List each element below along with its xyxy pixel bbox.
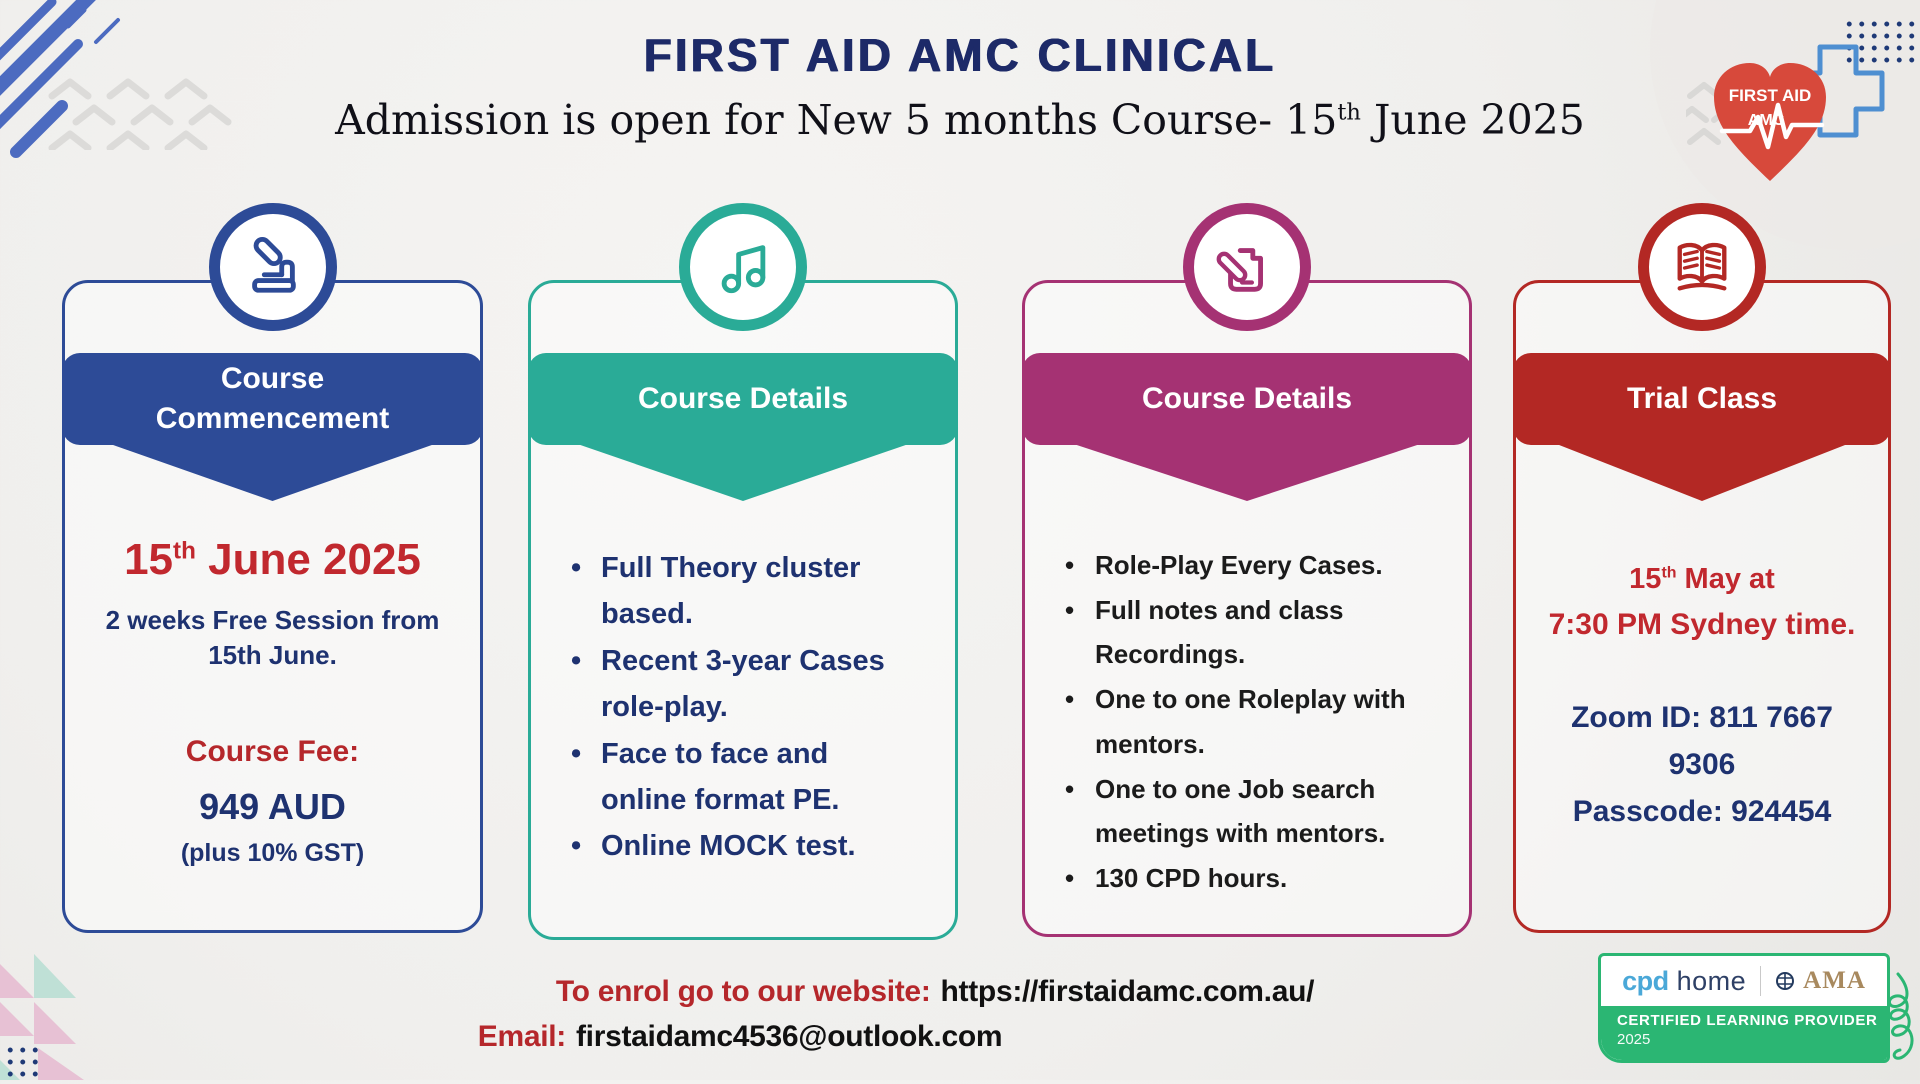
music-notes-icon: [721, 245, 766, 294]
badge-brand-row: cpd home AMA: [1601, 956, 1887, 1006]
email-label: Email:: [477, 1020, 567, 1053]
list-item: Full notes and class Recordings.: [1063, 588, 1419, 677]
card-banner-label: Course Details: [1141, 382, 1353, 416]
fee-label: Course Fee:: [185, 735, 360, 768]
subtitle-text: June 2025: [1360, 96, 1585, 144]
email-link[interactable]: firstaidamc4536@outlook.com: [575, 1020, 1003, 1053]
commencement-date: 15th June 2025: [124, 535, 421, 584]
brush-strokes-decoration: [0, 0, 120, 158]
fee-amount: 949 AUD: [199, 786, 346, 827]
subtitle-sup: th: [1337, 99, 1361, 126]
list-item: One to one Job search meetings with ment…: [1063, 767, 1419, 856]
trial-time: 7:30 PM Sydney time.: [1548, 608, 1856, 641]
globe-icon: [1776, 972, 1795, 990]
icon-circle: [679, 203, 807, 331]
list-item: One to one Roleplay with mentors.: [1063, 677, 1419, 766]
icon-circle: [1183, 203, 1311, 331]
course-details-list: Role-Play Every Cases. Full notes and cl…: [1063, 543, 1419, 901]
zoom-id-line1: Zoom ID: 811 7667: [1571, 701, 1833, 734]
list-item: 130 CPD hours.: [1063, 856, 1419, 901]
card-banner-label: Course Commencement: [155, 362, 390, 435]
course-details-list: Full Theory cluster based. Recent 3-year…: [569, 545, 917, 870]
badge-certification-band: CERTIFIED LEARNING PROVIDER 2025: [1601, 1006, 1887, 1060]
footer-website-line: To enrol go to our website: https://first…: [420, 975, 1450, 1009]
triangle-pattern-decoration: [0, 954, 84, 1080]
list-item: Role-Play Every Cases.: [1063, 543, 1419, 588]
card-banner: Course Details: [528, 353, 958, 501]
card-banner-label: Course Details: [637, 382, 849, 416]
ecg-line-icon: [1719, 102, 1825, 150]
list-item: Online MOCK test.: [569, 823, 917, 870]
dot-grid-decoration: [4, 1044, 44, 1078]
icon-circle: [1638, 203, 1766, 331]
open-book-icon: [1677, 242, 1727, 291]
card-course-commencement: Course Commencement 15th June 2025 2 wee…: [62, 203, 483, 933]
certified-year-text: 2025: [1617, 1031, 1651, 1048]
page-title: FIRST AID AMC CLINICAL: [643, 29, 1277, 81]
home-brand-text: home: [1676, 965, 1747, 996]
squiggle-decoration: [1888, 972, 1914, 1060]
subtitle-text: Admission is open for New 5 months Cours…: [335, 96, 1338, 144]
card-banner-label: Trial Class: [1626, 382, 1778, 416]
card-banner: Course Details: [1022, 353, 1472, 501]
card-course-details-magenta: Course Details Role-Play Every Cases. Fu…: [1022, 203, 1472, 937]
zoom-passcode: Passcode: 924454: [1572, 795, 1832, 828]
cpd-brand-text: cpd: [1622, 965, 1669, 996]
website-link[interactable]: https://firstaidamc.com.au/: [940, 975, 1315, 1008]
card-banner: Course Commencement: [62, 353, 483, 501]
cpd-home-certification-badge: cpd home AMA CERTIFIED LEARNING PROVIDER …: [1598, 953, 1890, 1063]
first-aid-amc-logo: FIRST AID AMC: [1714, 44, 1885, 181]
page-subtitle: Admission is open for New 5 months Cours…: [0, 96, 1920, 144]
free-session-note: 2 weeks Free Session from 15th June.: [105, 605, 440, 671]
logo-text-1: FIRST AID: [1729, 86, 1811, 105]
footer-email-line: Email: firstaidamc4536@outlook.com: [420, 1020, 1060, 1054]
certified-provider-text: CERTIFIED LEARNING PROVIDER: [1617, 1012, 1878, 1029]
zoom-id-line2: 9306: [1668, 748, 1736, 781]
chevron-pattern-decoration: [48, 78, 232, 150]
document-pen-icon: [1216, 248, 1263, 292]
icon-circle: [208, 203, 337, 331]
card-course-details-teal: Course Details Full Theory cluster based…: [528, 203, 958, 940]
fee-gst-note: (plus 10% GST): [180, 839, 365, 867]
card-trial-class: Trial Class 15th May at 7:30 PM Sydney t…: [1513, 203, 1891, 933]
trial-date: 15th May at: [1629, 563, 1775, 595]
stamp-icon: [251, 236, 296, 293]
card-banner: Trial Class: [1513, 353, 1891, 501]
list-item: Face to face and online format PE.: [569, 731, 917, 824]
list-item: Full Theory cluster based.: [569, 545, 917, 638]
divider: [1760, 966, 1762, 996]
website-label: To enrol go to our website:: [555, 975, 931, 1008]
heart-icon: [1714, 63, 1826, 181]
list-item: Recent 3-year Cases role-play.: [569, 638, 917, 731]
ama-brand-text: AMA: [1803, 967, 1866, 994]
